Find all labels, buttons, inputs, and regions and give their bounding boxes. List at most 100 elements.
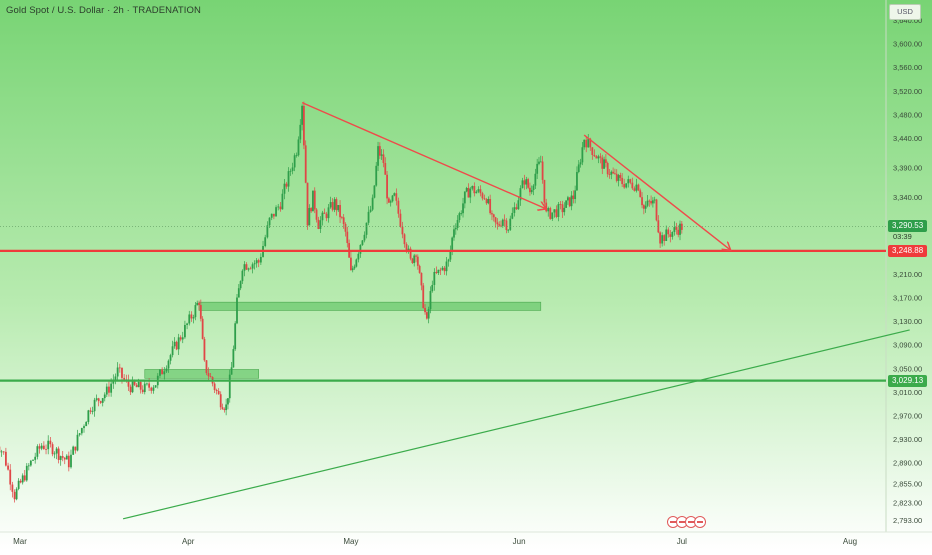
candle-body: [136, 385, 138, 387]
candle-body: [320, 220, 322, 229]
candle-body: [250, 269, 252, 270]
candle-body: [314, 191, 316, 210]
currency-selector[interactable]: USD: [889, 4, 921, 20]
y-tick-label: 2,793.00: [893, 516, 922, 525]
candle-body: [79, 433, 81, 435]
candle-body: [486, 199, 488, 203]
candle-body: [484, 198, 486, 199]
candle-body: [70, 455, 72, 467]
candle-body: [275, 207, 277, 216]
x-tick-label: Mar: [13, 537, 27, 546]
candle-body: [66, 456, 68, 460]
candle-body: [384, 163, 386, 175]
candle-body: [36, 446, 38, 457]
candle-body: [362, 240, 364, 245]
candle-body: [629, 179, 631, 182]
candle-body: [669, 234, 671, 237]
candle-body: [140, 382, 142, 390]
candle-body: [413, 255, 415, 262]
candle-body: [381, 154, 383, 155]
candle-body: [627, 179, 629, 183]
y-tick-label: 2,855.00: [893, 479, 922, 488]
candle-body: [553, 209, 555, 212]
candle-body: [419, 266, 421, 273]
candle-body: [525, 179, 527, 184]
candle-body: [292, 167, 294, 170]
candle-body: [673, 227, 675, 232]
candle-body: [475, 192, 477, 193]
candle-body: [671, 232, 673, 237]
candle-body: [375, 166, 377, 186]
candle-body: [244, 264, 246, 271]
candle-body: [595, 156, 597, 158]
candle-body: [60, 456, 62, 460]
candle-body: [480, 189, 482, 193]
x-tick-label: Apr: [182, 537, 195, 546]
candle-body: [583, 140, 585, 147]
candle-body: [30, 461, 32, 466]
candle-body: [506, 221, 508, 231]
candle-body: [368, 212, 370, 223]
candle-body: [612, 172, 614, 174]
candle-body: [288, 171, 290, 186]
candle-body: [254, 263, 256, 264]
candle-body: [208, 373, 210, 376]
candle-body: [529, 188, 531, 192]
candle-body: [172, 346, 174, 355]
candle-body: [117, 368, 119, 377]
candle-body: [473, 186, 475, 193]
candle-body: [601, 158, 603, 169]
candle-body: [580, 162, 582, 164]
economic-events[interactable]: [667, 516, 707, 530]
candle-body: [491, 213, 493, 214]
candle-body: [435, 272, 437, 273]
support-price-tag: 3,029.13: [888, 375, 927, 387]
candle-body: [328, 207, 330, 218]
x-tick-label: Jul: [677, 537, 687, 546]
candle-body: [504, 220, 506, 221]
candle-body: [231, 367, 233, 374]
candle-body: [106, 387, 108, 395]
candle-body: [26, 466, 28, 481]
candle-body: [350, 258, 352, 270]
candle-body: [296, 155, 298, 156]
candle-body: [290, 171, 292, 172]
candle-body: [625, 183, 627, 187]
candle-body: [240, 281, 242, 288]
y-tick-label: 3,170.00: [893, 293, 922, 302]
candle-body: [549, 208, 551, 219]
candle-body: [545, 203, 547, 212]
candle-body: [390, 201, 392, 202]
candle-body: [623, 184, 625, 187]
candle-body: [417, 257, 419, 266]
candle-body: [87, 410, 89, 422]
candle-body: [34, 457, 36, 460]
candle-body: [41, 446, 43, 449]
candle-body: [565, 200, 567, 207]
candle-body: [90, 410, 92, 411]
candle-body: [665, 229, 667, 240]
candle-body: [448, 260, 450, 262]
candle-body: [96, 398, 98, 400]
candle-body: [182, 337, 184, 339]
candle-body: [428, 309, 430, 318]
candle-body: [256, 260, 258, 263]
candle-body: [236, 298, 238, 324]
candle-body: [337, 205, 339, 210]
demand-zone[interactable]: [199, 302, 541, 310]
candle-body: [150, 388, 152, 391]
x-tick-label: May: [343, 537, 358, 546]
event-flag-icon[interactable]: [694, 516, 706, 528]
candle-body: [47, 441, 49, 449]
candle-body: [271, 214, 273, 218]
candle-body: [317, 220, 319, 229]
y-tick-label: 2,930.00: [893, 435, 922, 444]
candle-body: [282, 194, 284, 210]
candle-body: [569, 197, 571, 206]
candle-body: [421, 273, 423, 285]
candle-body: [184, 325, 186, 337]
candle-body: [366, 223, 368, 235]
candle-body: [193, 317, 195, 318]
